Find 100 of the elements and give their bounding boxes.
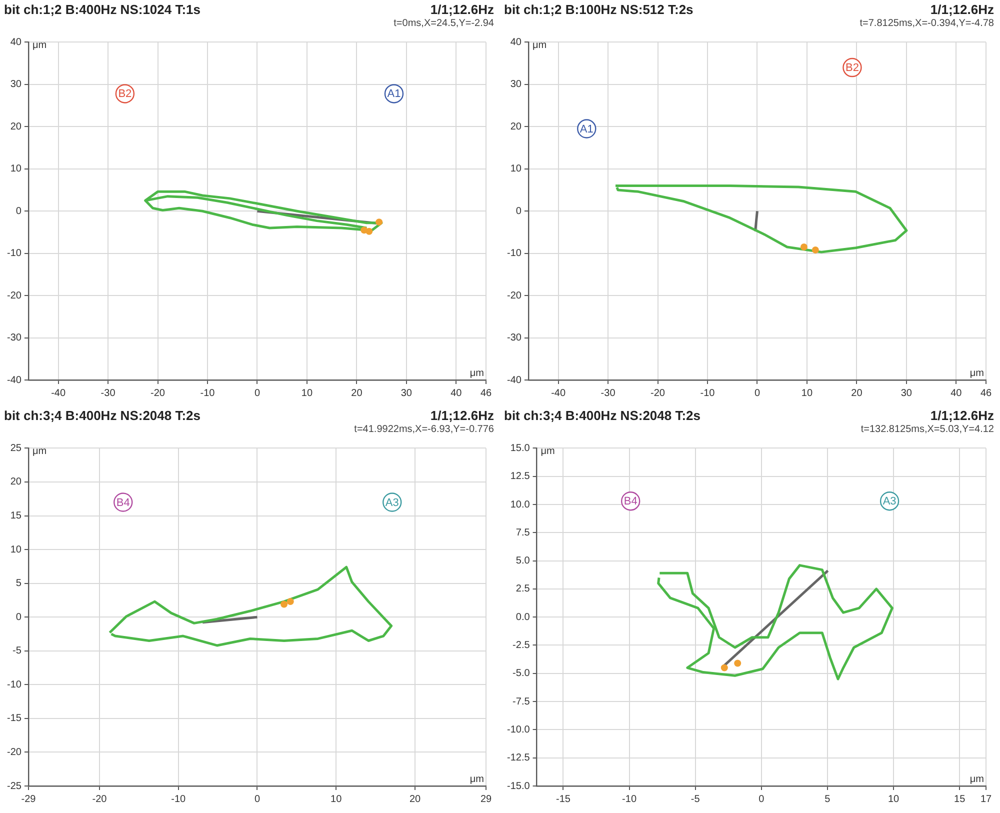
y-tick-label: -7.5	[512, 696, 530, 708]
chart-title: bit ch:1;2 B:400Hz NS:1024 T:1s	[4, 2, 201, 17]
x-tick-label: 0	[754, 388, 760, 399]
point	[812, 246, 819, 254]
y-tick-label: -25	[7, 780, 22, 792]
x-tick-label: -5	[690, 794, 700, 805]
chart-title: bit ch:3;4 B:400Hz NS:2048 T:2s	[504, 408, 701, 423]
text: t=0ms,X=24.5,Y=-2.94	[394, 18, 494, 29]
x-tick-label: -20	[650, 388, 666, 399]
x-tick-label: 10	[330, 794, 342, 805]
y-tick-label: 20	[10, 121, 22, 132]
text: t=132.8125ms,X=5.03,Y=4.12	[860, 424, 994, 435]
y-axis-title: μm	[532, 40, 547, 51]
x-tick-label: -10	[200, 388, 216, 399]
y-tick-label: -20	[7, 746, 22, 758]
x-tick-label: 0	[254, 388, 260, 399]
x-tick-label: 0	[758, 794, 765, 805]
y-tick-label: 30	[10, 79, 22, 90]
x-tick-label: -10	[622, 794, 637, 805]
x-tick-label: 46	[480, 388, 492, 399]
y-tick-label: 0	[16, 612, 22, 623]
y-tick-label: 5.0	[516, 556, 530, 567]
y-tick-label: 40	[510, 36, 522, 48]
y-tick-label: -10.0	[506, 724, 530, 736]
x-tick-label: -20	[150, 388, 166, 399]
x-tick-label: 0	[254, 794, 260, 805]
y-axis-title: μm	[540, 446, 555, 457]
chart-title: bit ch:1;2 B:100Hz NS:512 T:2s	[504, 2, 694, 17]
x-tick-label: 40	[450, 388, 462, 399]
y-tick-label: 10.0	[510, 499, 530, 510]
series-label: A3	[385, 496, 399, 509]
x-axis-title: μm	[970, 368, 984, 379]
x-tick-label: 20	[409, 794, 421, 805]
point	[280, 600, 288, 608]
series-label: B2	[118, 88, 132, 100]
x-tick-label: 29	[480, 794, 492, 805]
x-tick-label: 10	[801, 388, 813, 399]
y-tick-label: 5	[16, 578, 22, 590]
x-tick-label: 30	[400, 388, 412, 399]
x-tick-label: -30	[600, 388, 616, 399]
y-tick-label: 40	[10, 36, 22, 48]
series-label: B2	[845, 62, 859, 74]
y-tick-label: -30	[507, 332, 522, 344]
y-tick-label: -5.0	[512, 668, 530, 680]
point	[720, 664, 728, 672]
x-axis-title: μm	[970, 774, 984, 785]
x-tick-label: 40	[950, 388, 962, 399]
y-tick-label: -20	[7, 290, 22, 302]
x-tick-label: 5	[824, 794, 831, 805]
y-tick-label: -20	[507, 290, 522, 302]
y-tick-label: 20	[510, 121, 522, 132]
y-tick-label: 10	[510, 164, 522, 175]
series-label: A1	[387, 88, 401, 100]
y-tick-label: 0.0	[516, 612, 530, 623]
y-tick-label: 7.5	[516, 527, 530, 538]
y-tick-label: -10	[7, 248, 22, 260]
text: 1/1;12.6Hz	[930, 408, 994, 423]
chart-title: bit ch:3;4 B:400Hz NS:2048 T:2s	[4, 408, 201, 423]
x-tick-label: 15	[954, 794, 966, 805]
y-tick-label: 10	[10, 544, 22, 556]
point	[734, 660, 742, 667]
y-tick-label: 2.5	[516, 584, 530, 595]
series-label: A1	[580, 123, 594, 136]
y-tick-label: 0	[516, 206, 522, 217]
x-tick-label: -29	[21, 794, 36, 805]
y-tick-label: -15.0	[506, 780, 530, 792]
y-tick-label: -40	[507, 374, 522, 386]
x-tick-label: 20	[351, 388, 363, 399]
y-tick-label: -12.5	[506, 752, 530, 764]
y-tick-label: -10	[507, 248, 522, 260]
point	[286, 598, 294, 606]
y-tick-label: -2.5	[512, 640, 530, 651]
text: 1/1;12.6Hz	[430, 408, 494, 423]
y-tick-label: 0	[16, 206, 22, 217]
y-tick-label: -5	[12, 646, 22, 657]
y-axis-title: μm	[32, 446, 47, 457]
x-tick-label: -30	[100, 388, 116, 399]
x-axis-title: μm	[470, 368, 484, 379]
text: t=41.9922ms,X=-6.93,Y=-0.776	[354, 424, 494, 435]
x-tick-label: 20	[851, 388, 863, 399]
point	[366, 228, 373, 235]
y-tick-label: 15.0	[510, 442, 530, 454]
series-label: B4	[116, 496, 130, 509]
x-tick-label: -20	[92, 794, 108, 805]
y-tick-label: 30	[510, 79, 522, 90]
series-label: A3	[882, 496, 896, 508]
y-tick-label: 15	[10, 510, 22, 522]
x-tick-label: 17	[980, 794, 992, 805]
x-tick-label: 46	[980, 388, 992, 399]
x-tick-label: -10	[700, 388, 716, 399]
x-tick-label: -40	[551, 388, 566, 399]
x-tick-label: 10	[888, 794, 900, 805]
point	[800, 243, 808, 250]
text: t=7.8125ms,X=-0.394,Y=-4.78	[860, 18, 994, 29]
y-tick-label: 12.5	[510, 471, 530, 482]
y-tick-label: 10	[10, 164, 22, 175]
y-axis-title: μm	[32, 40, 47, 51]
x-tick-label: -15	[556, 794, 571, 805]
x-tick-label: -40	[51, 388, 66, 399]
x-tick-label: 10	[301, 388, 313, 399]
